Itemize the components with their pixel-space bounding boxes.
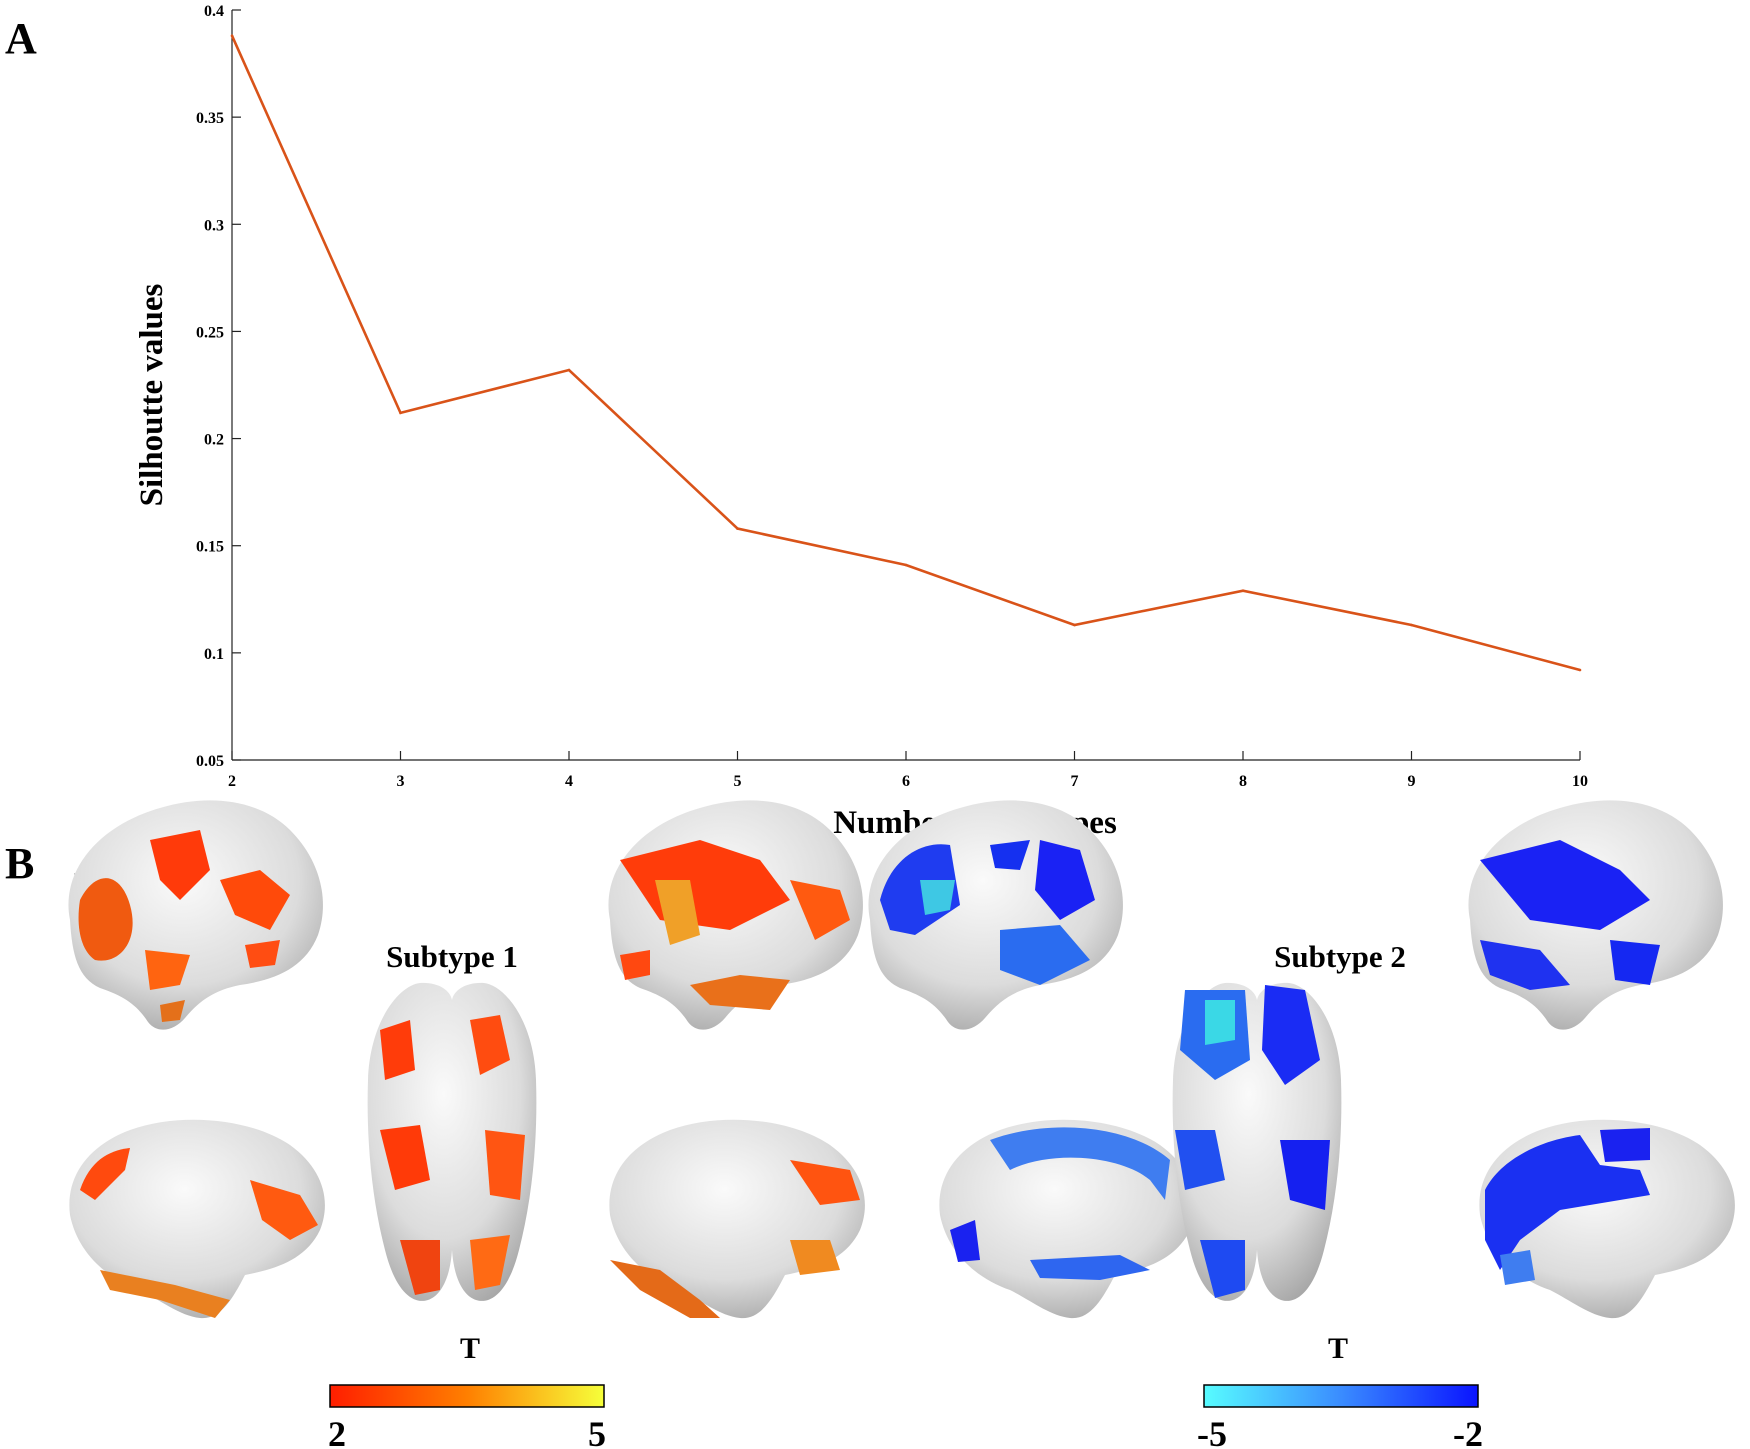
subtype1-left-medial-brain xyxy=(69,1119,325,1319)
subtype2-colorbar: T -5 -2 xyxy=(1197,1332,1483,1449)
data-point xyxy=(567,368,571,372)
subtype2-right-medial-brain xyxy=(1479,1119,1735,1319)
x-ticks: 2 3 4 5 6 7 8 9 10 xyxy=(228,751,1588,790)
data-point xyxy=(1578,668,1582,672)
subtype1-right-medial-brain xyxy=(609,1119,865,1319)
subtype2-colorbar-gradient xyxy=(1203,1384,1479,1408)
subtype1-left-lateral-brain xyxy=(68,800,323,1030)
subtype2-left-medial-brain xyxy=(939,1119,1195,1319)
x-tick-label: 6 xyxy=(902,773,910,790)
subtype1-colorbar-title: T xyxy=(460,1332,480,1365)
panel-label-b: B xyxy=(5,839,34,888)
panel-label-a: A xyxy=(5,14,37,63)
subtype1-brain-maps: Subtype 1 xyxy=(68,800,865,1319)
line-chart: 0.050.10.150.20.250.30.350.4 2 3 4 5 6 7 8 9 10 … xyxy=(134,3,1588,841)
subtype1-colorbar-gradient xyxy=(329,1384,605,1408)
data-point xyxy=(1241,589,1245,593)
y-tick-label: 0.4 xyxy=(204,3,224,20)
subtype1-dorsal-brain xyxy=(367,982,537,1301)
data-point xyxy=(904,563,908,567)
subtype2-colorbar-min: -5 xyxy=(1197,1414,1227,1449)
x-tick-label: 5 xyxy=(734,773,742,790)
y-tick-label: 0.35 xyxy=(196,110,224,127)
y-tick-label: 0.1 xyxy=(204,646,224,663)
y-tick-label: 0.25 xyxy=(196,324,224,341)
subtype2-dorsal-brain xyxy=(1172,982,1342,1301)
subtype1-colorbar-max: 5 xyxy=(588,1414,606,1449)
subtype1-title: Subtype 1 xyxy=(386,939,518,974)
series-points xyxy=(230,34,1582,672)
y-ticks: 0.05 0.1 0.15 0.2 0.25 0.3 0.35 0.4 xyxy=(196,3,241,770)
y-tick-label: 0.15 xyxy=(196,539,224,556)
data-point xyxy=(230,34,234,38)
subtype1-right-lateral-brain xyxy=(608,800,863,1030)
x-tick-label: 4 xyxy=(565,773,573,790)
x-tick-label: 9 xyxy=(1408,773,1416,790)
subtype2-colorbar-max: -2 xyxy=(1453,1414,1483,1449)
silhouette-series-line xyxy=(230,35,1581,672)
x-tick-label: 7 xyxy=(1071,773,1079,790)
data-point xyxy=(1073,623,1076,627)
subtype2-right-lateral-brain xyxy=(1468,800,1723,1030)
x-tick-label: 2 xyxy=(228,773,236,790)
subtype2-colorbar-title: T xyxy=(1328,1332,1348,1365)
y-tick-label: 0.05 xyxy=(196,753,224,770)
subtype1-colorbar-min: 2 xyxy=(328,1414,346,1449)
subtype2-brain-maps: Subtype 2 xyxy=(868,800,1735,1319)
data-point xyxy=(736,527,739,530)
y-axis-label: Silhoutte values xyxy=(134,283,170,506)
y-tick-label: 0.3 xyxy=(204,217,224,234)
x-tick-label: 3 xyxy=(397,773,405,790)
data-point xyxy=(399,411,402,415)
x-tick-label: 8 xyxy=(1239,773,1247,790)
x-tick-label: 10 xyxy=(1572,773,1588,790)
data-point xyxy=(1410,623,1413,627)
subtype2-title: Subtype 2 xyxy=(1274,939,1406,974)
y-tick-label: 0.2 xyxy=(204,432,224,449)
subtype1-colorbar: T 2 5 xyxy=(328,1332,606,1449)
subtype2-left-lateral-brain xyxy=(868,800,1123,1030)
